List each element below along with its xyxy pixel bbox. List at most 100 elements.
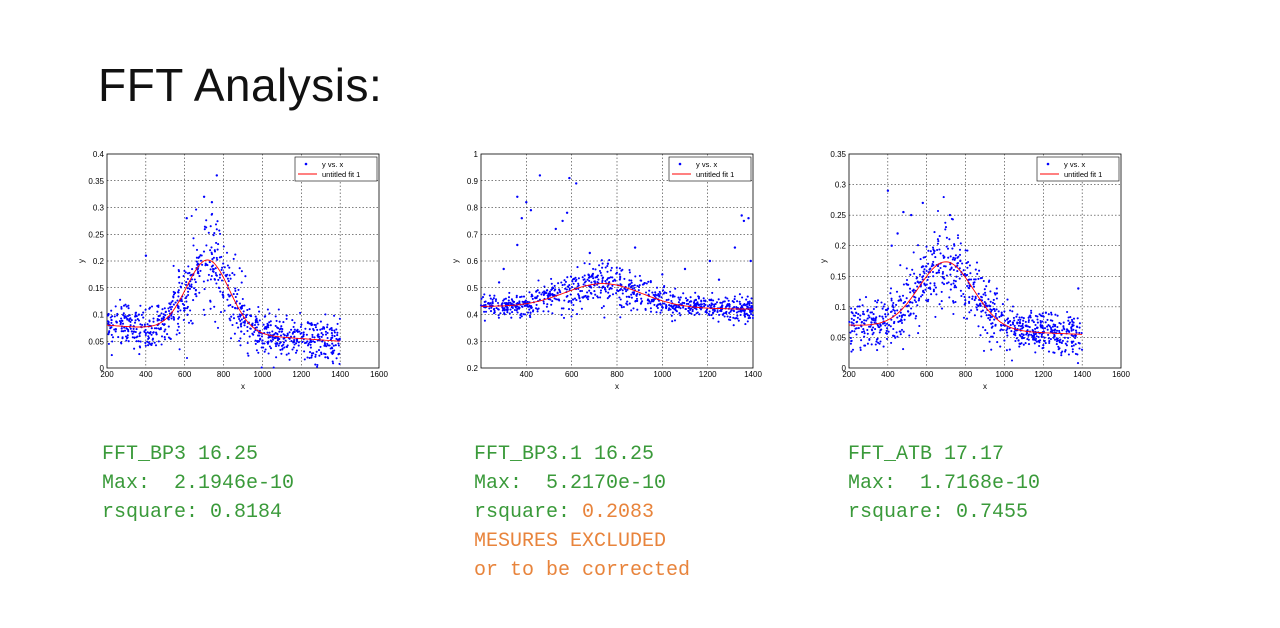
data-point	[222, 294, 225, 298]
caption-rsquare-line: rsquare: 0.8184	[102, 498, 294, 527]
data-point	[944, 265, 947, 268]
data-point	[708, 314, 711, 317]
data-point	[185, 300, 188, 303]
data-point	[671, 311, 674, 314]
data-point	[162, 315, 165, 318]
data-point	[902, 348, 905, 351]
data-point	[908, 314, 911, 317]
data-point	[296, 340, 299, 343]
data-point	[130, 330, 133, 333]
data-point	[949, 255, 952, 258]
y-tick-label: 0.35	[88, 177, 104, 186]
data-point	[185, 295, 188, 298]
data-point	[271, 336, 274, 339]
data-point	[503, 308, 506, 312]
data-point	[264, 348, 267, 351]
data-point	[1078, 342, 1081, 345]
data-point	[863, 322, 866, 325]
data-point	[924, 288, 927, 291]
data-point	[929, 267, 932, 270]
data-point	[998, 315, 1001, 318]
data-point	[266, 341, 269, 344]
data-point	[884, 324, 887, 327]
data-point	[262, 346, 265, 349]
data-point	[215, 256, 218, 259]
y-tick-label: 0.1	[93, 311, 105, 320]
data-point	[281, 330, 284, 333]
data-point	[218, 229, 221, 232]
data-point	[893, 320, 896, 323]
data-point	[995, 287, 998, 290]
data-point	[229, 303, 232, 307]
data-point	[1056, 337, 1059, 340]
caption-rsquare-line: rsquare: 0.2083	[474, 498, 690, 527]
data-point	[529, 311, 532, 314]
rsquare-label: rsquare:	[102, 501, 211, 524]
data-point	[237, 326, 240, 329]
slide-title: FFT Analysis:	[98, 59, 383, 111]
data-point	[110, 321, 113, 324]
data-point	[180, 300, 183, 303]
data-point	[953, 258, 956, 261]
data-point	[933, 282, 936, 285]
data-point	[881, 307, 884, 310]
data-point	[673, 308, 676, 311]
data-point	[659, 292, 662, 295]
data-point	[986, 332, 989, 335]
data-point	[324, 353, 327, 356]
outlier-point	[210, 201, 214, 204]
data-point	[940, 300, 943, 303]
data-point	[898, 320, 901, 323]
data-point	[692, 301, 695, 304]
data-point	[337, 353, 340, 356]
data-point	[982, 279, 985, 283]
y-tick-label: 0.05	[88, 337, 104, 346]
data-point	[989, 300, 992, 303]
data-point	[902, 302, 905, 305]
data-point	[1036, 326, 1039, 329]
data-point	[217, 243, 220, 246]
data-point	[1043, 327, 1047, 330]
data-point	[212, 234, 215, 237]
y-tick-label: 0.25	[830, 211, 846, 220]
data-point	[882, 345, 885, 348]
data-point	[497, 314, 500, 317]
data-point	[913, 295, 916, 298]
data-point	[127, 340, 130, 343]
data-point	[186, 305, 189, 308]
data-point	[495, 307, 498, 310]
data-point	[156, 304, 159, 308]
data-point	[615, 266, 618, 269]
data-point	[327, 357, 330, 360]
data-point	[602, 305, 605, 308]
data-point	[243, 321, 246, 324]
data-point	[698, 303, 701, 306]
data-point	[247, 354, 250, 357]
rsquare-label: rsquare:	[474, 501, 583, 524]
data-point	[1013, 324, 1016, 327]
data-point	[1074, 336, 1077, 340]
data-point	[990, 335, 993, 338]
data-point	[630, 293, 633, 296]
data-point	[214, 320, 217, 323]
data-point	[985, 314, 988, 317]
data-point	[552, 294, 555, 297]
data-point	[669, 308, 672, 311]
data-point	[564, 280, 567, 283]
data-point	[980, 310, 983, 313]
data-point	[494, 299, 497, 303]
legend-label-points: y vs. x	[1064, 160, 1086, 169]
data-point	[964, 249, 967, 252]
data-point	[302, 331, 305, 334]
data-point	[234, 306, 237, 309]
data-point	[542, 302, 545, 305]
plot-area	[848, 153, 1122, 369]
data-point	[608, 294, 611, 297]
data-point	[934, 286, 937, 289]
data-point	[915, 277, 918, 280]
data-point	[1072, 317, 1076, 320]
data-point	[177, 291, 180, 294]
data-point	[1021, 322, 1024, 325]
data-point	[614, 279, 617, 282]
data-point	[747, 314, 750, 317]
